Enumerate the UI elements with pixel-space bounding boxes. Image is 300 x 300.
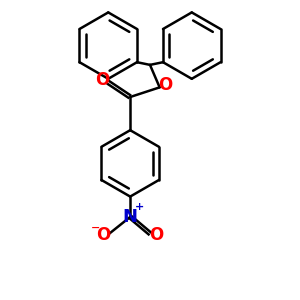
Text: O: O	[149, 226, 163, 244]
Text: O: O	[95, 71, 109, 89]
Text: +: +	[135, 202, 145, 212]
Text: O: O	[158, 76, 172, 94]
Text: N: N	[123, 208, 138, 226]
Text: O: O	[96, 226, 110, 244]
Text: −: −	[91, 223, 101, 232]
